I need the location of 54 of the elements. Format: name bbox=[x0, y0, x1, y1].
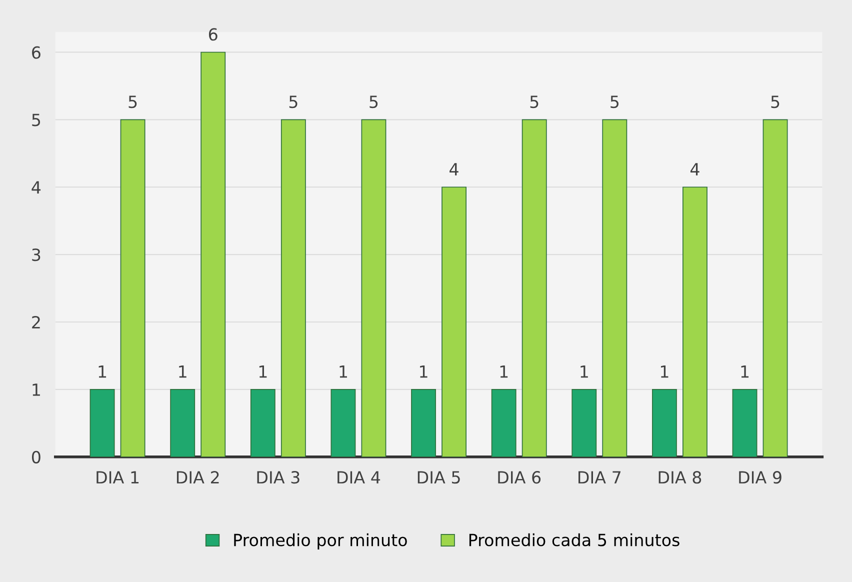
data-label: 4 bbox=[690, 163, 700, 176]
data-label: 1 bbox=[500, 365, 508, 378]
bar bbox=[762, 119, 788, 457]
bar bbox=[682, 186, 708, 457]
bar bbox=[280, 119, 306, 457]
x-tick-label: DIA 4 bbox=[338, 471, 380, 484]
bar bbox=[652, 389, 677, 457]
x-tick-label: DIA 5 bbox=[418, 471, 460, 484]
x-tick-label: DIA 1 bbox=[96, 471, 139, 484]
data-label: 5 bbox=[530, 96, 538, 108]
data-label: 1 bbox=[340, 365, 347, 378]
legend-label: Promedio por minuto bbox=[234, 533, 407, 550]
x-tick-label: DIA 2 bbox=[176, 471, 219, 484]
y-tick-label: 3 bbox=[32, 248, 40, 262]
bar bbox=[250, 389, 276, 457]
data-label: 1 bbox=[660, 365, 668, 378]
bar bbox=[170, 389, 196, 457]
legend-label: Promedio cada 5 minutos bbox=[469, 533, 680, 546]
x-tick-label: DIA 6 bbox=[498, 471, 541, 484]
data-label: 5 bbox=[128, 96, 137, 108]
bar bbox=[602, 119, 628, 457]
bar bbox=[732, 389, 758, 457]
data-label: 1 bbox=[98, 365, 106, 378]
data-label: 1 bbox=[580, 365, 588, 378]
bar bbox=[200, 52, 226, 457]
data-label: 5 bbox=[289, 96, 298, 108]
bar bbox=[522, 119, 547, 457]
x-tick-label: DIA 7 bbox=[578, 471, 620, 484]
bar bbox=[361, 119, 386, 457]
data-label: 1 bbox=[179, 365, 186, 378]
bar bbox=[120, 119, 146, 457]
data-label: 5 bbox=[771, 96, 780, 108]
bar bbox=[442, 186, 467, 457]
y-tick-label: 6 bbox=[32, 46, 40, 59]
data-label: 1 bbox=[420, 365, 428, 378]
data-label: 1 bbox=[741, 365, 749, 378]
x-tick-label: DIA 8 bbox=[658, 471, 702, 484]
y-tick-label: 0 bbox=[32, 450, 40, 464]
bar bbox=[572, 389, 597, 457]
data-label: 4 bbox=[450, 163, 458, 176]
x-tick-label: DIA 3 bbox=[257, 471, 300, 484]
data-label: 5 bbox=[610, 96, 619, 108]
bar bbox=[411, 389, 436, 457]
bar bbox=[90, 389, 115, 457]
data-label: 1 bbox=[259, 365, 267, 378]
y-tick-label: 2 bbox=[32, 316, 40, 328]
data-label: 5 bbox=[370, 96, 378, 108]
y-tick-label: 1 bbox=[32, 384, 40, 396]
bar bbox=[491, 389, 516, 457]
y-tick-label: 4 bbox=[32, 181, 41, 194]
y-tick-label: 5 bbox=[32, 114, 40, 126]
bar bbox=[330, 389, 356, 457]
x-tick-label: DIA 9 bbox=[739, 471, 782, 484]
data-label: 6 bbox=[208, 28, 218, 41]
